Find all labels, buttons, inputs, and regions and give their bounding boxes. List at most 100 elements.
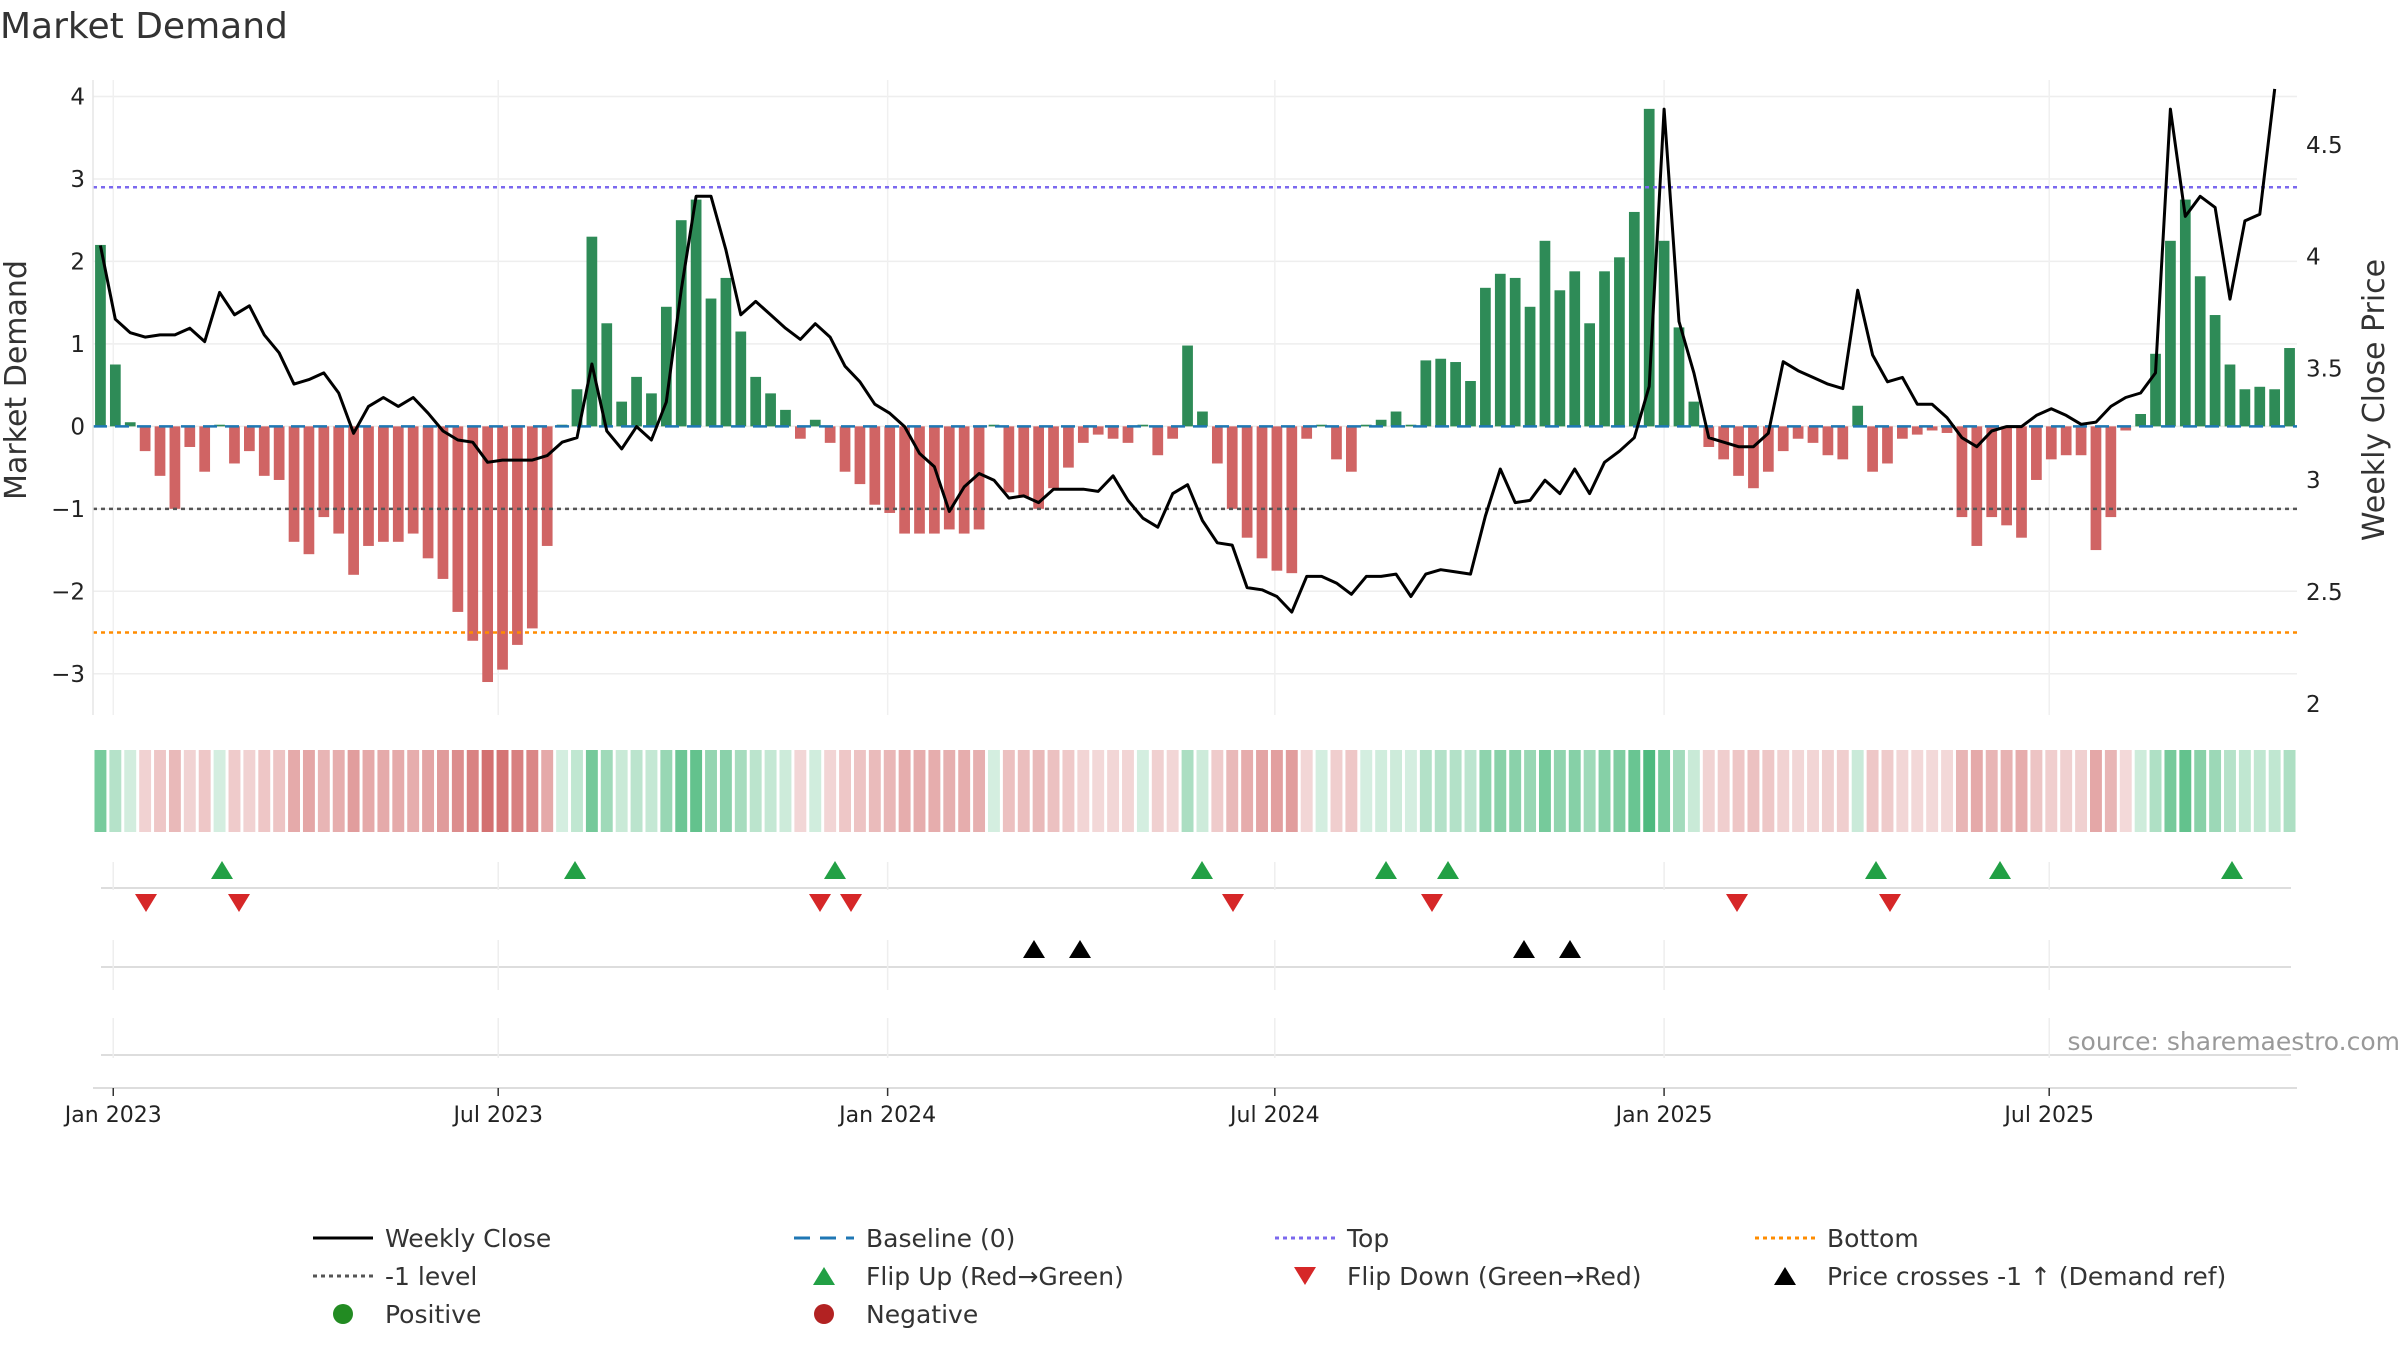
demand-bar	[1271, 426, 1283, 571]
x-tick-label: Jul 2023	[451, 1103, 543, 1128]
demand-bar	[214, 424, 225, 427]
strip-cell	[2194, 750, 2207, 832]
strip-cell	[124, 750, 137, 832]
legend-label: Flip Up (Red→Green)	[866, 1262, 1124, 1291]
strip-cell	[2060, 750, 2073, 832]
strip-cell	[1196, 750, 1209, 832]
demand-bar	[735, 331, 747, 427]
strip-cell	[1955, 750, 1968, 832]
flip-down-marker	[809, 894, 831, 912]
demand-bar	[452, 426, 464, 612]
demand-bar	[124, 422, 136, 427]
strip-cell	[1687, 750, 1700, 832]
strip-cell	[1762, 750, 1775, 832]
strip-cell	[1985, 750, 1998, 832]
demand-bar	[1331, 426, 1342, 460]
strip-cell	[2179, 750, 2192, 832]
legend-label: Bottom	[1827, 1224, 1919, 1253]
strip-cell	[94, 750, 107, 832]
demand-bar	[1941, 426, 1953, 433]
demand-bar	[839, 426, 851, 472]
demand-bar	[1182, 345, 1193, 427]
flip-down-marker	[228, 894, 250, 912]
strip-cell	[1136, 750, 1149, 832]
strip-cell	[1256, 750, 1268, 832]
y-tick-label: 4	[70, 84, 85, 110]
strip-cell	[988, 750, 1000, 832]
demand-bar	[1643, 108, 1655, 427]
strip-cell	[1375, 750, 1388, 832]
strip-cell	[1017, 750, 1030, 832]
demand-bar	[884, 426, 896, 513]
source-label: source: sharemaestro.com	[2068, 1027, 2400, 1056]
y2-tick-label: 2	[2306, 692, 2321, 718]
strip-cell	[2090, 750, 2102, 832]
x-tick-label: Jan 2024	[837, 1103, 936, 1128]
strip-cell	[407, 750, 420, 832]
demand-bar	[2016, 426, 2027, 538]
strip-cell	[1449, 750, 1462, 832]
demand-bar	[690, 199, 702, 427]
demand-bar	[497, 426, 508, 670]
demand-bar	[1614, 257, 1625, 427]
demand-bar	[2120, 426, 2132, 431]
price-cross-marker	[1023, 940, 1045, 958]
strip-cell	[1315, 750, 1328, 832]
strip-cell	[1792, 750, 1805, 832]
demand-bar	[1792, 426, 1804, 439]
reference-lines	[93, 185, 2297, 634]
strip-cell	[1181, 750, 1194, 832]
strip-cell	[1032, 750, 1045, 832]
legend-label: Price crosses -1 ↑ (Demand ref)	[1827, 1262, 2226, 1291]
demand-bar	[2105, 426, 2117, 518]
strip-cell	[779, 750, 792, 832]
demand-bar	[1048, 426, 1059, 489]
demand-bar	[809, 419, 821, 427]
strip-cell	[1553, 750, 1566, 832]
demand-bar	[1926, 426, 1938, 431]
demand-bar	[1852, 405, 1864, 427]
strip-cell	[913, 750, 926, 832]
demand-bar	[2224, 364, 2236, 427]
demand-bar	[437, 426, 449, 579]
strip-cell	[645, 750, 658, 832]
strip-cell	[2283, 750, 2296, 832]
strip-cell	[1628, 750, 1641, 832]
demand-bar	[646, 393, 657, 427]
demand-bar	[467, 426, 479, 641]
strip-cell	[2149, 750, 2162, 832]
demand-bar	[2045, 426, 2057, 460]
demand-bar	[1658, 240, 1670, 427]
legend-marker	[1774, 1267, 1796, 1285]
strip-cell	[764, 750, 777, 832]
demand-bar	[929, 426, 940, 534]
strip-cell	[1732, 750, 1745, 832]
strip-cell	[600, 750, 613, 832]
flip-up-marker	[1437, 861, 1459, 879]
strip-cell	[719, 750, 732, 832]
demand-bar	[1897, 426, 1908, 439]
strip-cell	[868, 750, 881, 832]
demand-bar	[541, 426, 553, 546]
demand-bar	[1152, 426, 1164, 456]
flip-down-marker	[1726, 894, 1748, 912]
demand-bar	[1837, 426, 1849, 460]
y-axis-label: Market Demand	[0, 260, 34, 500]
demand-bar	[780, 409, 791, 427]
strip-cell	[1702, 750, 1715, 832]
strip-cell	[2104, 750, 2117, 832]
demand-bar	[1346, 426, 1357, 472]
demand-bar	[392, 426, 404, 542]
strip-cell	[585, 750, 598, 832]
demand-bar	[765, 393, 776, 427]
demand-bar	[1033, 426, 1044, 509]
y2-tick-label: 3	[2306, 468, 2321, 494]
strip-cell	[451, 750, 464, 832]
strip-cell	[243, 750, 256, 832]
strip-cell	[2224, 750, 2236, 832]
legend-label: Top	[1346, 1224, 1389, 1253]
demand-bar	[139, 426, 151, 452]
strip-cell	[273, 750, 286, 832]
strip-cell	[1717, 750, 1730, 832]
strip-cell	[1434, 750, 1447, 832]
